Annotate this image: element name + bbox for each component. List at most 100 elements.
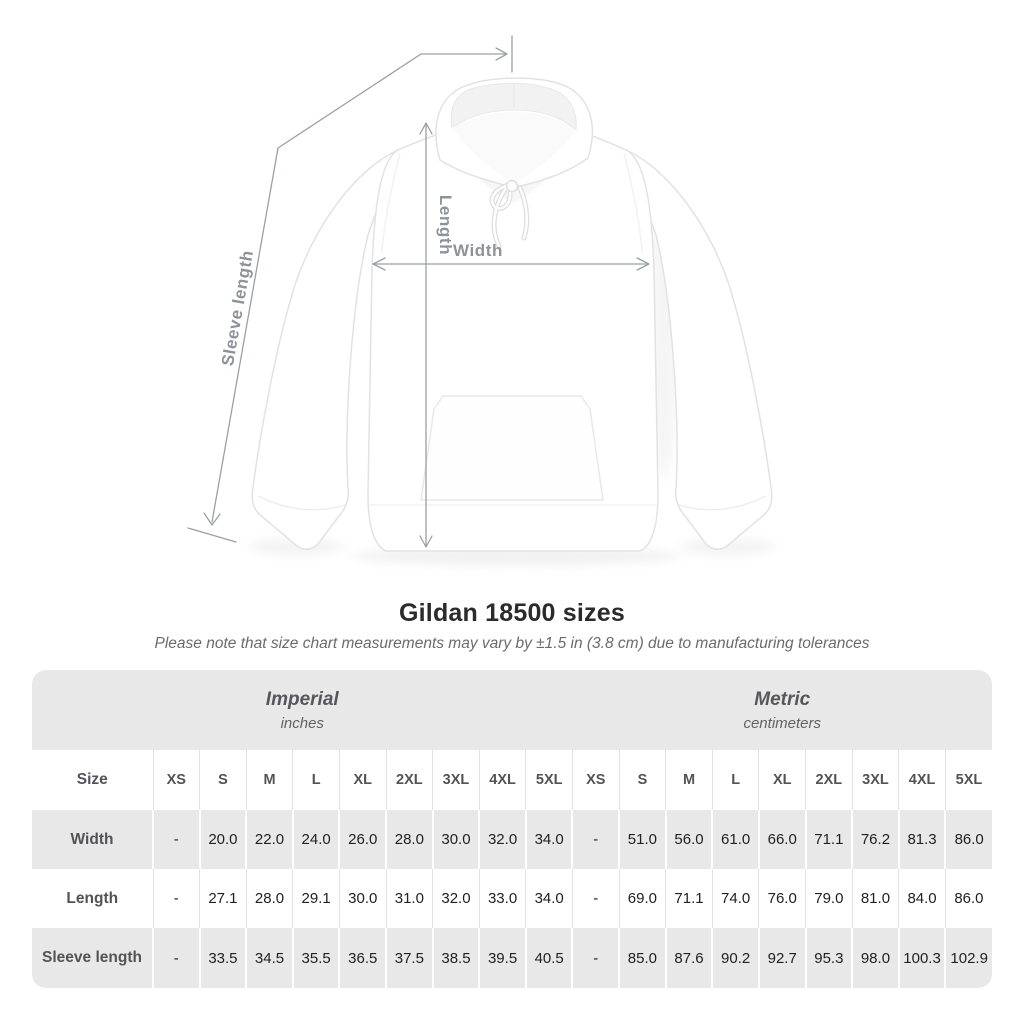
value-cell: 81.0	[851, 869, 899, 928]
value-cell: 33.5	[198, 928, 247, 988]
value-cell: -	[152, 810, 200, 869]
row-label: Width	[70, 830, 114, 848]
value-cell: 87.6	[664, 928, 713, 988]
size-header-2xl: 2XL	[805, 750, 853, 810]
imperial-group-unit: inches	[280, 714, 324, 732]
imperial-group-header: Imperial inches	[32, 670, 572, 750]
size-header-5xl: 5XL	[525, 750, 573, 810]
imperial-group-label: Imperial	[265, 688, 339, 710]
value-cell: 28.0	[245, 869, 293, 928]
value-cell: 79.0	[805, 869, 853, 928]
value-cell: 39.5	[478, 928, 526, 988]
value-cell: 27.1	[199, 869, 247, 928]
size-header-row: Size XS S M L XL 2XL 3XL 4XL 5XL XS S M L XL 2XL 3XL 4XL…	[32, 750, 992, 810]
length-label: Length	[436, 195, 455, 255]
value-cell: 33.0	[478, 869, 526, 928]
value-cell: -	[571, 869, 620, 928]
size-header-xs: XS	[152, 750, 200, 810]
value-cell: 20.0	[198, 810, 247, 869]
value-cell: 32.0	[478, 810, 526, 869]
size-header-5xl: 5XL	[944, 750, 992, 810]
value-cell: -	[571, 928, 620, 988]
size-table: Imperial inches Metric centimeters Size …	[32, 670, 992, 988]
value-cell: 98.0	[851, 928, 899, 988]
value-cell: 29.1	[292, 869, 340, 928]
value-cell: 37.5	[385, 928, 433, 988]
row-label: Sleeve length	[42, 949, 142, 966]
hoodie-measurement-diagram: Sleeve length Length Width	[187, 35, 776, 565]
value-cell: 24.0	[291, 810, 340, 869]
size-header-m: M	[665, 750, 713, 810]
value-cell: 86.0	[944, 810, 992, 869]
size-header-s: S	[618, 750, 666, 810]
value-cell: 51.0	[618, 810, 666, 869]
value-cell: 71.1	[804, 810, 853, 869]
size-header-3xl: 3XL	[851, 750, 899, 810]
value-cell: 34.0	[525, 869, 573, 928]
value-cell: 71.1	[665, 869, 713, 928]
size-header-l: L	[711, 750, 759, 810]
value-cell: 61.0	[711, 810, 759, 869]
page-title: Gildan 18500 sizes	[399, 599, 625, 627]
width-label: Width	[453, 241, 503, 260]
value-cell: 56.0	[664, 810, 713, 869]
size-table-container: Imperial inches Metric centimeters Size …	[32, 670, 992, 988]
measurement-lines	[187, 35, 650, 548]
value-cell: -	[571, 810, 620, 869]
unit-group-row: Imperial inches Metric centimeters	[32, 670, 992, 750]
value-cell: 76.0	[758, 869, 806, 928]
value-cell: 35.5	[291, 928, 340, 988]
size-header-2xl: 2XL	[385, 750, 433, 810]
size-header-xs: XS	[571, 750, 620, 810]
table-row: Length -27.1 28.0 29.1 30.0 31.0 32.0 33.0 34.0-…	[32, 869, 992, 928]
page-subtitle: Please note that size chart measurements…	[154, 635, 870, 652]
table-row: Sleeve length -33.5 34.5 35.5 36.5 37.5 38.5 39…	[32, 928, 992, 988]
size-header-xl: XL	[758, 750, 806, 810]
value-cell: 92.7	[757, 928, 806, 988]
cuff-seams	[257, 495, 767, 511]
size-header-s: S	[199, 750, 247, 810]
value-cell: 66.0	[757, 810, 806, 869]
value-cell: 26.0	[338, 810, 387, 869]
value-cell: 31.0	[385, 869, 433, 928]
size-header-l: L	[292, 750, 340, 810]
value-cell: 28.0	[385, 810, 433, 869]
value-cell: 76.2	[851, 810, 899, 869]
drawstrings	[489, 179, 530, 249]
value-cell: -	[152, 928, 200, 988]
value-cell: 85.0	[618, 928, 666, 988]
value-cell: 69.0	[618, 869, 666, 928]
value-cell: 84.0	[898, 869, 946, 928]
hood-inner-panel	[452, 112, 576, 184]
value-cell: 30.0	[338, 869, 387, 928]
value-cell: 90.2	[711, 928, 759, 988]
size-header-3xl: 3XL	[432, 750, 480, 810]
size-header-xl: XL	[338, 750, 387, 810]
size-header-4xl: 4XL	[898, 750, 946, 810]
metric-group-header: Metric centimeters	[572, 670, 992, 750]
size-header-4xl: 4XL	[478, 750, 526, 810]
value-cell: 86.0	[944, 869, 992, 928]
value-cell: 81.3	[897, 810, 946, 869]
metric-group-label: Metric	[754, 688, 811, 710]
value-cell: 74.0	[711, 869, 759, 928]
hoodie-sleeves	[251, 149, 773, 550]
value-cell: 32.0	[432, 869, 480, 928]
table-row: Width -20.0 22.0 24.0 26.0 28.0 30.0 32.0 34.0-5…	[32, 810, 992, 869]
value-cell: -	[152, 869, 200, 928]
value-cell: 95.3	[804, 928, 853, 988]
value-cell: 34.0	[524, 810, 573, 869]
hoodie-pocket	[420, 395, 604, 501]
sleeve-length-label: Sleeve length	[218, 249, 257, 368]
value-cell: 100.3	[897, 928, 946, 988]
value-cell: 40.5	[524, 928, 573, 988]
value-cell: 30.0	[431, 810, 480, 869]
size-column-header: Size	[76, 771, 108, 788]
value-cell: 34.5	[245, 928, 293, 988]
value-cell: 102.9	[944, 928, 992, 988]
value-cell: 22.0	[245, 810, 293, 869]
value-cell: 36.5	[338, 928, 387, 988]
body-seams	[370, 152, 657, 506]
heading-block: Gildan 18500 sizes Please note that size…	[0, 599, 1024, 653]
